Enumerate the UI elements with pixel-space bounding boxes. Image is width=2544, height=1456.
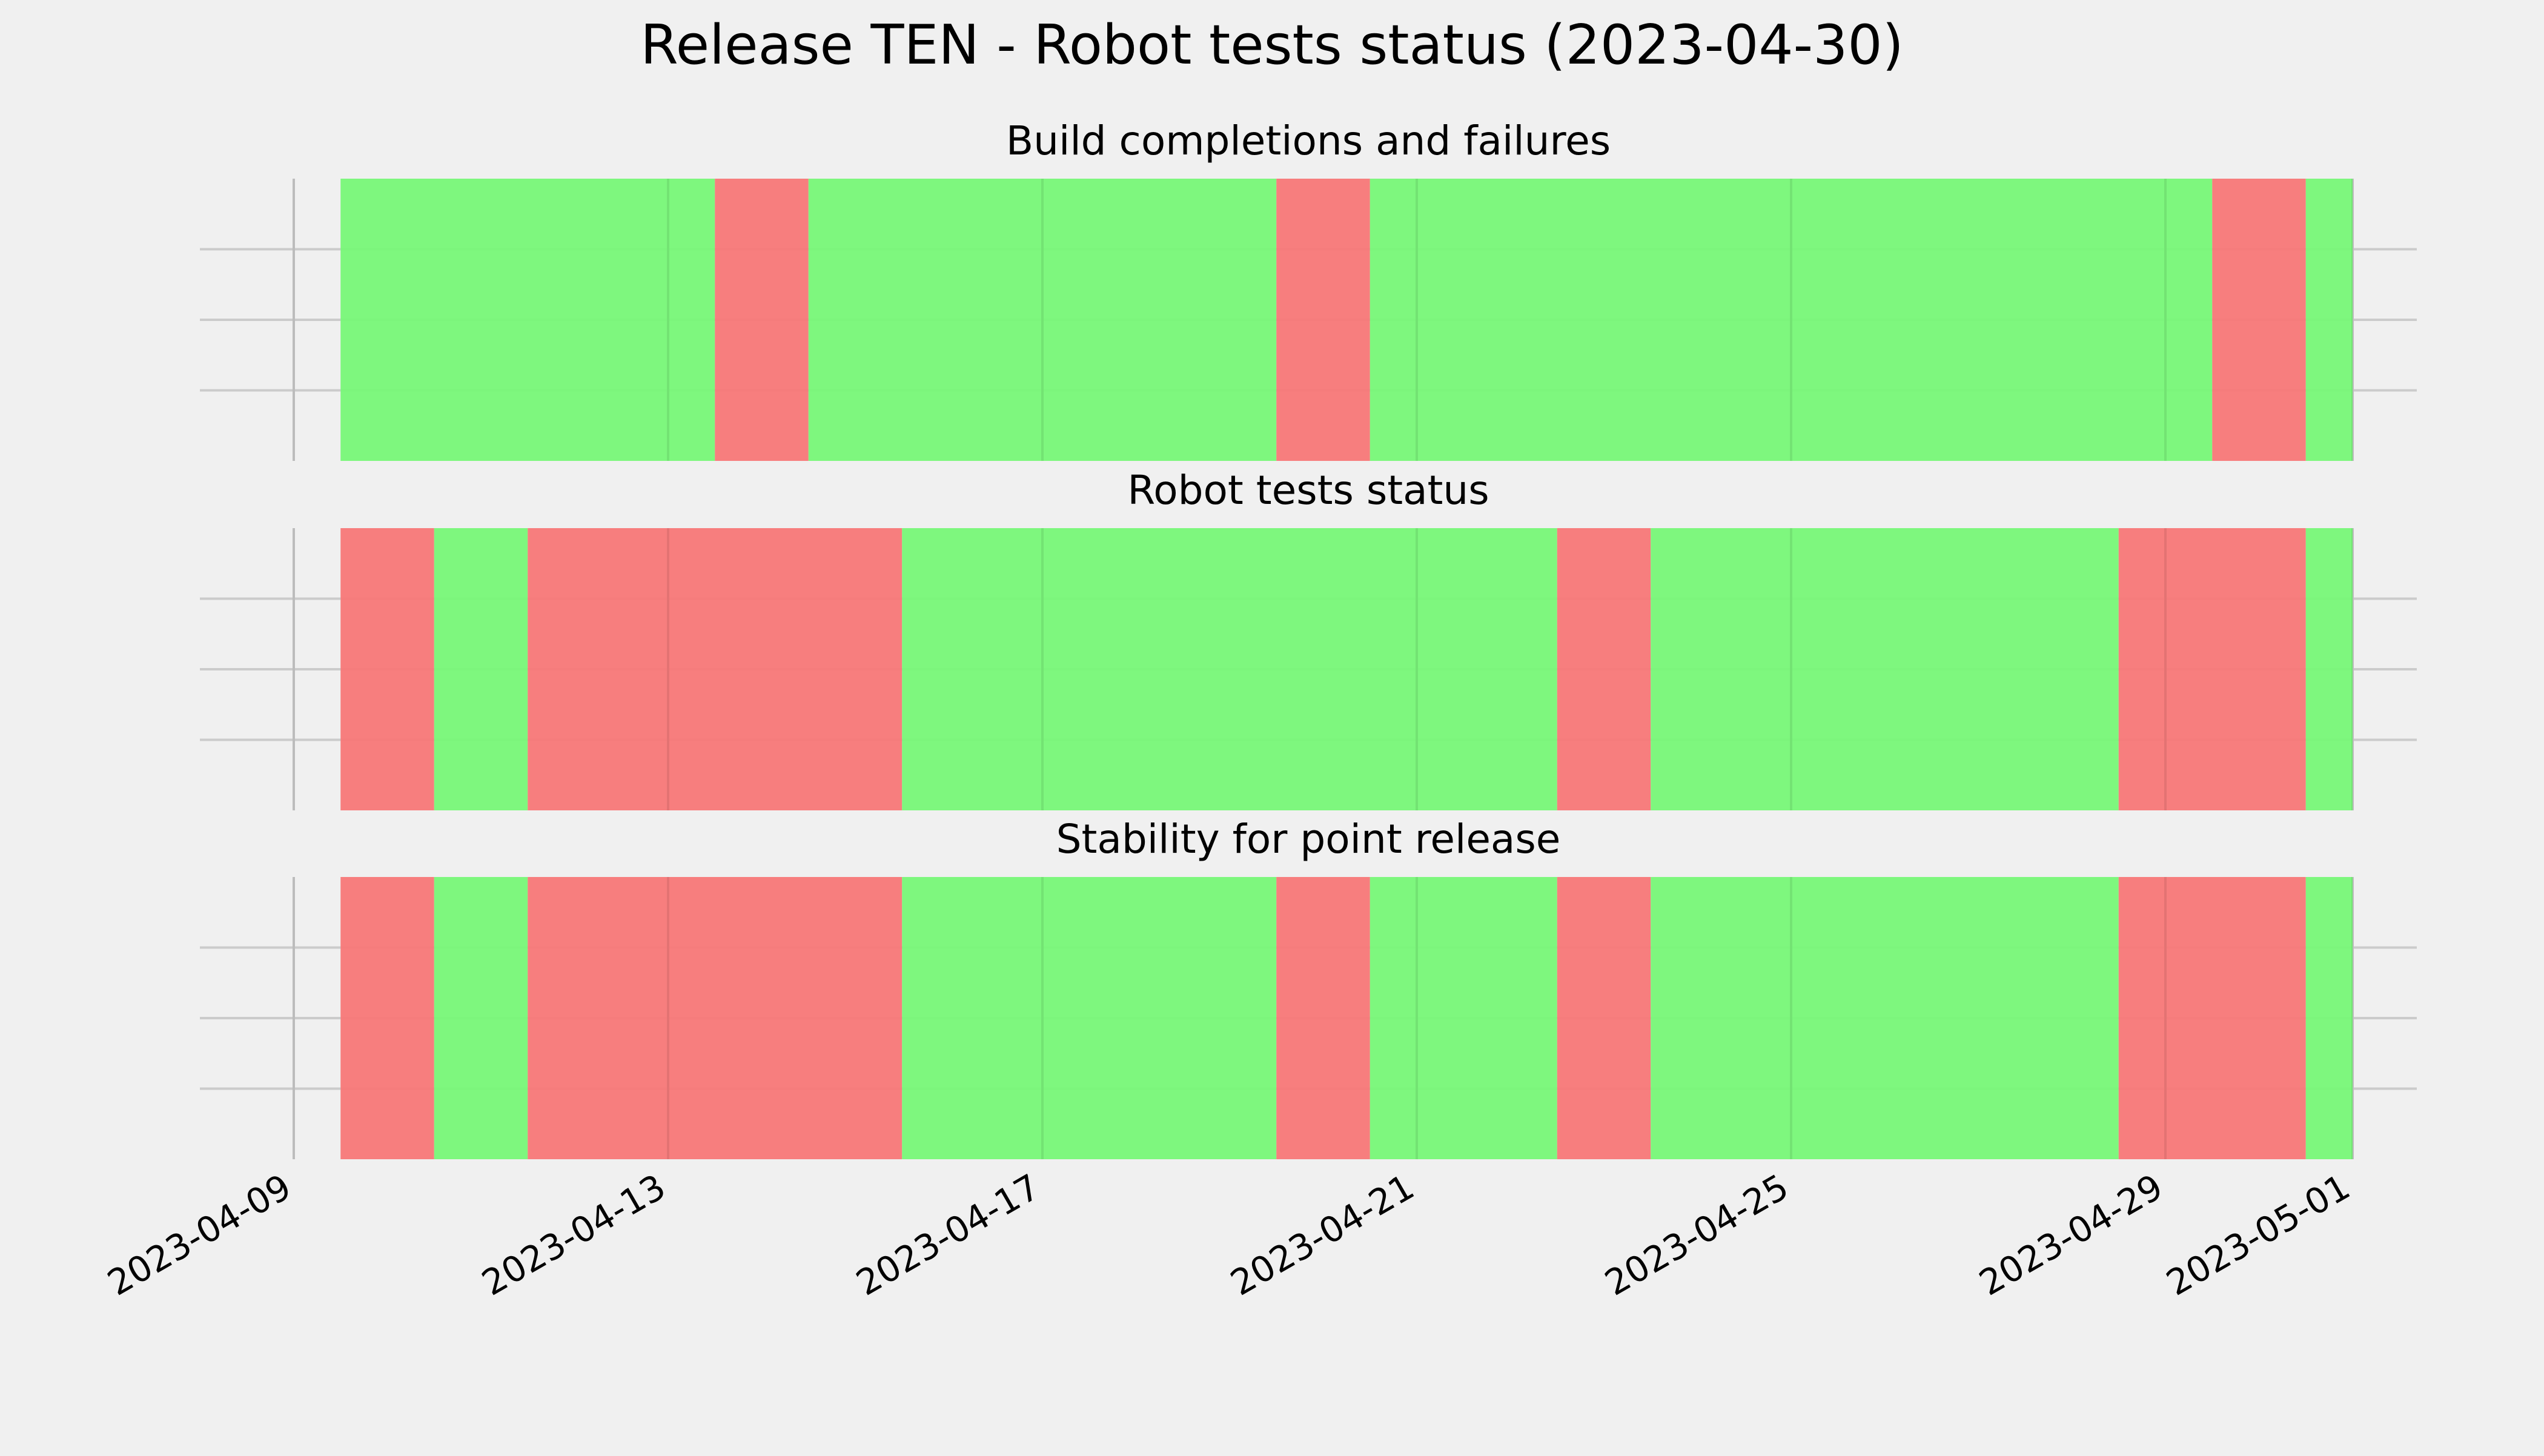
status-segment-pass [340, 179, 715, 461]
panel-title: Robot tests status [1127, 467, 1489, 514]
status-segment-fail [1276, 877, 1370, 1159]
status-segment-fail [1557, 528, 1651, 810]
status-segment-pass [808, 179, 1277, 461]
status-segment-fail [340, 528, 434, 810]
status-segment-fail [340, 877, 434, 1159]
panel-2: Robot tests status [200, 467, 2417, 810]
status-segment-fail [2118, 528, 2306, 810]
status-segment-pass [2305, 179, 2353, 461]
panel-title: Stability for point release [1056, 816, 1561, 862]
status-segment-pass [1370, 179, 2213, 461]
status-segment-fail [528, 877, 903, 1159]
status-segment-fail [1557, 877, 1651, 1159]
status-segment-fail [1276, 179, 1370, 461]
status-segment-pass [1370, 877, 1557, 1159]
status-segment-fail [2118, 877, 2306, 1159]
status-segment-pass [2305, 528, 2353, 810]
status-segment-fail [2212, 179, 2306, 461]
chart-title: Release TEN - Robot tests status (2023-0… [640, 13, 1904, 77]
status-segment-pass [1651, 877, 2119, 1159]
status-segment-fail [715, 179, 809, 461]
status-segment-pass [902, 528, 1557, 810]
status-segment-pass [434, 528, 528, 810]
panel-title: Build completions and failures [1006, 117, 1611, 164]
status-segment-pass [902, 877, 1277, 1159]
panel-3: Stability for point release [200, 816, 2417, 1159]
status-segment-pass [1651, 528, 2119, 810]
panel-1: Build completions and failures [200, 117, 2417, 461]
status-segment-pass [2305, 877, 2353, 1159]
status-segment-fail [528, 528, 903, 810]
status-segment-pass [434, 877, 528, 1159]
